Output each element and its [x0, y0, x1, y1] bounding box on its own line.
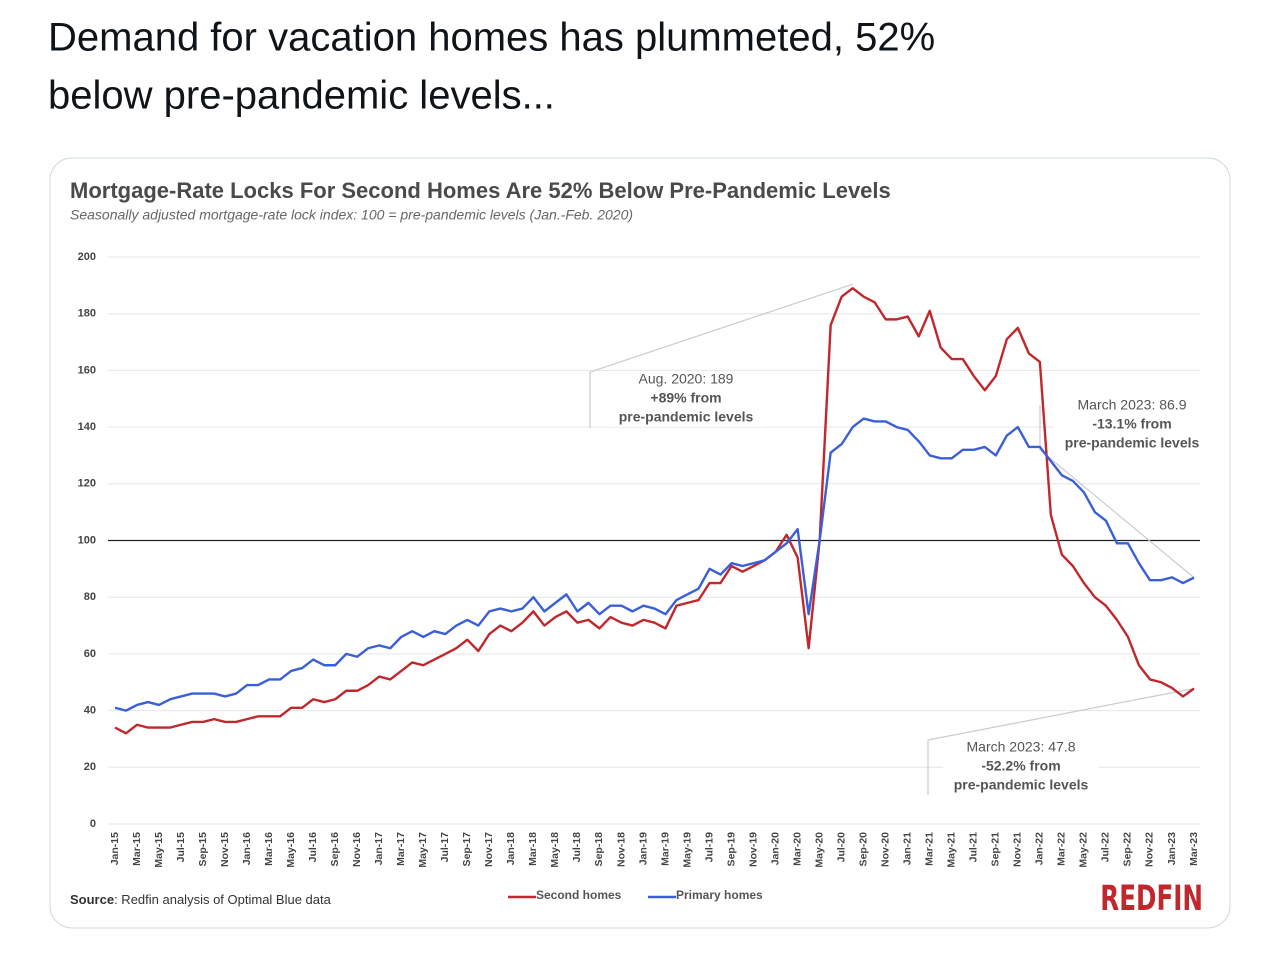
post-text: Demand for vacation homes has plummeted,…	[48, 16, 935, 60]
x-tick-label: Mar-17	[395, 832, 407, 866]
source-text: : Redfin analysis of Optimal Blue data	[114, 892, 332, 907]
x-tick-label: Nov-17	[483, 832, 495, 867]
x-tick-label: May-21	[946, 832, 958, 868]
post-text: below pre-pandemic levels...	[48, 74, 555, 118]
x-tick-label: Mar-15	[131, 832, 143, 866]
x-tick-label: May-20	[813, 832, 825, 868]
annotation-bg	[1054, 416, 1210, 434]
annotation-bg	[1054, 435, 1210, 453]
x-tick-label: Mar-16	[263, 832, 275, 866]
annotation: Aug. 2020: 189	[639, 371, 734, 387]
y-tick-label: 160	[78, 364, 96, 376]
x-tick-label: Mar-22	[1056, 832, 1068, 866]
x-tick-label: Jul-15	[175, 832, 187, 863]
y-tick-label: 200	[78, 251, 96, 263]
x-tick-label: Jul-20	[835, 832, 847, 863]
logo: REDFIN	[1100, 879, 1203, 919]
y-tick-label: 60	[84, 648, 96, 660]
leader-line	[927, 687, 1195, 795]
y-tick-label: 40	[84, 705, 96, 717]
x-tick-label: Jul-17	[439, 832, 451, 863]
x-tick-label: Nov-19	[747, 832, 759, 867]
x-tick-label: Nov-16	[351, 832, 363, 867]
x-tick-label: Sep-16	[329, 832, 341, 867]
x-tick-label: Jan-15	[109, 832, 121, 865]
annotation: March 2023: 86.9	[1078, 397, 1187, 413]
annotation: pre-pandemic levels	[1065, 435, 1200, 451]
x-tick-label: Nov-18	[615, 832, 627, 867]
x-tick-label: Sep-19	[725, 832, 737, 867]
y-tick-label: 100	[78, 534, 96, 546]
x-tick-label: Nov-15	[219, 832, 231, 867]
x-tick-label: Jan-21	[902, 832, 914, 865]
chart-subtitle: Seasonally adjusted mortgage-rate lock i…	[70, 207, 633, 223]
x-tick-label: Jul-16	[307, 832, 319, 863]
x-tick-label: Mar-19	[659, 832, 671, 866]
x-tick-label: Jan-19	[637, 832, 649, 865]
annotation-bg	[608, 390, 764, 408]
x-tick-label: May-18	[549, 832, 561, 868]
x-tick-label: Jan-23	[1166, 832, 1178, 865]
x-tick-label: May-16	[285, 832, 297, 868]
x-tick-label: Sep-18	[593, 832, 605, 867]
media-card[interactable]	[49, 157, 1231, 929]
x-tick-label: Jul-19	[703, 832, 715, 863]
x-tick-label: Nov-21	[1012, 832, 1024, 867]
x-tick-label: Jul-18	[571, 832, 583, 863]
x-tick-label: Nov-22	[1144, 832, 1156, 867]
annotation-bg	[1054, 397, 1210, 415]
series-line	[114, 286, 1195, 735]
annotation-bg	[608, 409, 764, 427]
series-line	[114, 417, 1195, 712]
x-tick-label: Nov-20	[879, 832, 891, 867]
annotation: -13.1% from	[1092, 416, 1171, 432]
source: Source: Redfin analysis of Optimal Blue …	[70, 892, 332, 907]
x-tick-label: Sep-22	[1122, 832, 1134, 867]
annotation: pre-pandemic levels	[954, 777, 1089, 793]
y-tick-label: 20	[84, 761, 96, 773]
leader-line	[589, 283, 853, 428]
x-tick-label: May-15	[153, 832, 165, 868]
y-tick-label: 80	[84, 591, 96, 603]
annotation: March 2023: 47.8	[967, 739, 1076, 755]
x-tick-label: Mar-23	[1188, 832, 1200, 866]
y-tick-label: 120	[78, 478, 96, 490]
x-tick-label: May-17	[417, 832, 429, 868]
x-tick-label: Sep-17	[461, 832, 473, 867]
x-tick-label: Jan-22	[1034, 832, 1046, 865]
x-tick-label: Jul-21	[968, 832, 980, 863]
x-tick-label: Jul-22	[1100, 832, 1112, 863]
chart-title: Mortgage-Rate Locks For Second Homes Are…	[70, 178, 891, 203]
annotation: pre-pandemic levels	[619, 409, 754, 425]
x-tick-label: Mar-20	[791, 832, 803, 866]
x-tick-label: Mar-21	[924, 832, 936, 866]
x-tick-label: Jan-16	[241, 832, 253, 865]
annotation-bg	[608, 371, 764, 389]
leader-line	[1039, 405, 1195, 579]
x-tick-label: Sep-20	[857, 832, 869, 867]
x-tick-label: May-22	[1078, 832, 1090, 868]
legend-label: Second homes	[536, 888, 622, 902]
x-tick-label: Jan-17	[373, 832, 385, 865]
x-tick-label: Sep-15	[197, 832, 209, 867]
x-tick-label: Jan-18	[505, 832, 517, 865]
annotation: -52.2% from	[981, 758, 1060, 774]
x-tick-label: Mar-18	[527, 832, 539, 866]
x-tick-label: May-19	[681, 832, 693, 868]
x-tick-label: Jan-20	[769, 832, 781, 865]
annotation-bg	[943, 739, 1099, 757]
y-tick-label: 0	[90, 818, 96, 830]
annotation-bg	[943, 777, 1099, 795]
y-tick-label: 140	[78, 421, 96, 433]
y-tick-label: 180	[78, 308, 96, 320]
source-label: Source	[70, 892, 114, 907]
annotation: +89% from	[650, 390, 721, 406]
legend-label: Primary homes	[676, 888, 763, 902]
annotation-bg	[943, 758, 1099, 776]
x-tick-label: Sep-21	[990, 832, 1002, 867]
